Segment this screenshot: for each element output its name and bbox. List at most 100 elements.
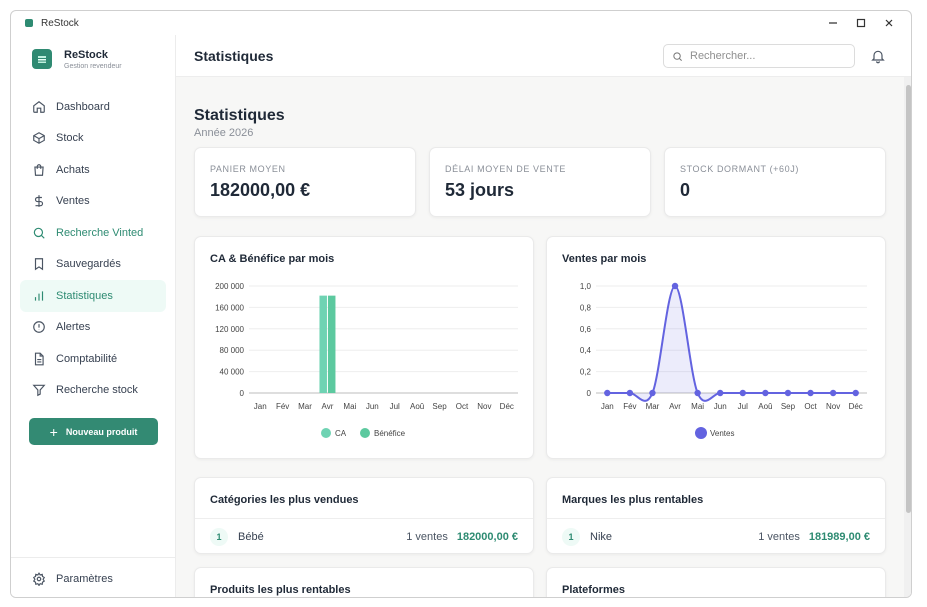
sidebar-item-label: Statistiques: [56, 289, 113, 302]
x-tick-label: Oct: [456, 402, 469, 411]
sidebar-nav: Dashboard Stock Achats Ventes Recherche …: [20, 91, 166, 406]
x-tick-label: Nov: [477, 402, 491, 411]
gear-icon: [32, 571, 46, 586]
y-tick-label: 0,2: [580, 368, 592, 377]
y-tick-label: 0,8: [580, 303, 592, 312]
legend-swatch: [321, 428, 331, 438]
chart-card-ventes: Ventes par mois 1,0 0,8 0,6 0,4 0,2 0 Jan Fév Ma…: [546, 236, 886, 459]
sidebar-item-achats[interactable]: Achats: [20, 154, 166, 186]
sidebar-item-stock[interactable]: Stock: [20, 123, 166, 155]
settings-button[interactable]: Paramètres: [11, 557, 175, 597]
data-point: [671, 282, 679, 290]
series-line: [607, 284, 856, 402]
shopping-bag-icon: [34, 164, 44, 176]
sidebar-item-ventes[interactable]: Ventes: [20, 186, 166, 218]
x-tick-label: Jan: [254, 402, 267, 411]
chart-title: Ventes par mois: [562, 253, 647, 265]
stat-value: 182000,00 €: [210, 180, 311, 200]
sidebar-item-recherche-vinted[interactable]: Recherche Vinted: [20, 217, 166, 249]
sidebar-item-label: Alertes: [56, 321, 91, 334]
alert-circle-icon: [33, 321, 45, 334]
y-tick-label: 80 000: [220, 346, 245, 355]
brand-subtitle: Gestion revendeur: [64, 62, 122, 70]
ca-benefice-chart: 200 000 160 000 120 000 80 000 40 000 0 Jan Fév…: [215, 282, 518, 438]
data-point: [807, 389, 814, 397]
row-name: Nike: [590, 530, 613, 543]
filter-icon: [32, 385, 46, 397]
x-tick-label: Déc: [500, 402, 514, 411]
scrollbar[interactable]: [904, 77, 911, 597]
stat-value: 53 jours: [445, 180, 515, 200]
file-text-icon: [34, 352, 44, 366]
row-amount: 181989,00 €: [808, 530, 870, 543]
maximize-button[interactable]: [847, 11, 875, 35]
app-window: ReStock ReStock Gestion revendeur: [10, 10, 912, 598]
data-point: [717, 389, 724, 397]
plus-icon: +: [49, 423, 58, 440]
sidebar-item-dashboard[interactable]: Dashboard: [20, 91, 166, 123]
sidebar-item-statistiques[interactable]: Statistiques: [20, 280, 166, 312]
sidebar-item-alertes[interactable]: Alertes: [20, 312, 166, 344]
bookmark-icon: [34, 258, 44, 271]
box-icon: [33, 132, 45, 145]
x-tick-label: Sep: [781, 402, 796, 411]
x-tick-label: Avr: [669, 402, 681, 411]
minimize-icon: [829, 22, 837, 24]
card-title: Produits les plus rentables: [210, 584, 351, 596]
chart-card-ca-benefice: CA & Bénéfice par mois 200 000 160 000 120…: [194, 236, 534, 459]
bar-chart-icon: [34, 291, 44, 301]
data-point: [739, 389, 746, 397]
scroll-thumb[interactable]: [906, 85, 911, 513]
stat-label: PANIER MOYEN: [210, 164, 286, 174]
search-box[interactable]: [663, 44, 855, 68]
sidebar-item-recherche-stock[interactable]: Recherche stock: [20, 375, 166, 407]
close-icon: [885, 19, 893, 27]
search-input[interactable]: [690, 50, 840, 62]
rank-badge: 1: [562, 527, 580, 546]
sidebar: ReStock Gestion revendeur Dashboard Stoc…: [11, 35, 176, 597]
y-tick-label: 40 000: [220, 368, 245, 377]
list-item: 1 Nike 1 ventes 181989,00 €: [547, 518, 885, 554]
minimize-button[interactable]: [819, 11, 847, 35]
y-tick-label: 0,4: [580, 346, 592, 355]
top-products-card: Produits les plus rentables: [194, 567, 534, 597]
app-icon: [25, 19, 33, 27]
sidebar-item-comptabilite[interactable]: Comptabilité: [20, 343, 166, 375]
sidebar-item-label: Ventes: [56, 195, 90, 208]
stat-card-delai: DÉLAI MOYEN DE VENTE 53 jours: [429, 147, 651, 217]
y-tick-label: 1,0: [580, 282, 592, 291]
x-tick-label: Fév: [276, 402, 289, 411]
logo-icon: [32, 49, 52, 69]
top-bar: Statistiques: [176, 35, 911, 77]
y-tick-label: 0: [240, 389, 245, 398]
bar: [319, 295, 327, 393]
new-product-label: Nouveau produit: [65, 426, 138, 437]
x-tick-label: Fév: [623, 402, 636, 411]
brand: ReStock Gestion revendeur: [11, 35, 175, 83]
card-title: Catégories les plus vendues: [210, 494, 359, 506]
legend-swatch: [360, 428, 370, 438]
area-fill: [607, 286, 856, 401]
card-title: Marques les plus rentables: [562, 494, 704, 506]
data-point: [784, 389, 792, 397]
search-icon: [33, 227, 45, 239]
maximize-icon: [856, 18, 866, 28]
data-point: [604, 389, 611, 397]
stat-card-stock-dormant: STOCK DORMANT (+60J) 0: [664, 147, 886, 217]
legend-label: CA: [335, 429, 347, 438]
stat-label: DÉLAI MOYEN DE VENTE: [445, 164, 567, 174]
new-product-button[interactable]: + Nouveau produit: [29, 418, 158, 445]
x-tick-label: Mar: [646, 402, 660, 411]
x-tick-label: Déc: [849, 402, 863, 411]
x-tick-label: Jul: [738, 402, 748, 411]
sidebar-item-label: Dashboard: [56, 100, 110, 113]
data-point: [626, 389, 634, 397]
y-tick-label: 200 000: [215, 282, 244, 291]
stat-card-panier: PANIER MOYEN 182000,00 €: [194, 147, 416, 217]
search-icon: [673, 51, 682, 61]
bell-icon[interactable]: [870, 48, 886, 64]
x-tick-label: Mar: [298, 402, 312, 411]
sidebar-item-sauvegardes[interactable]: Sauvegardés: [20, 249, 166, 281]
bar: [327, 295, 336, 393]
close-button[interactable]: [875, 11, 903, 35]
